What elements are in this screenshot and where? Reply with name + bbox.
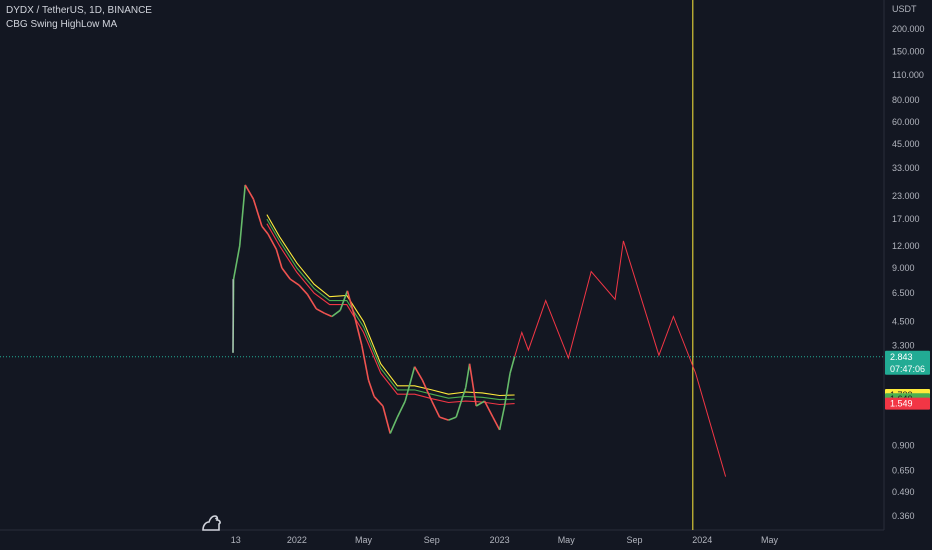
price-tick-label: 60.000: [892, 117, 920, 127]
last-price-tag-text: 2.843: [890, 352, 913, 362]
price-segment: [413, 366, 424, 381]
price-tick-label: 0.650: [892, 465, 915, 475]
price-segment: [503, 372, 511, 407]
price-segment: [464, 363, 471, 388]
price-segment: [267, 233, 278, 250]
price-segment: [498, 405, 506, 431]
time-scale[interactable]: 13 2022 May Sep 2023 May Sep 2024 May: [0, 529, 884, 545]
price-tick-label: 33.000: [892, 163, 920, 173]
price-tick-label: 0.360: [892, 511, 915, 521]
price-scale[interactable]: USDT 200.000 150.000 110.000 80.000 60.000 45…: [883, 0, 932, 550]
price-segment: [439, 416, 449, 421]
price-segment: [389, 416, 399, 434]
price-segment: [353, 316, 363, 346]
price-segment: [396, 400, 406, 418]
time-tick-label: 13: [231, 535, 241, 545]
price-segment: [367, 379, 375, 397]
ma-low-tag: [885, 397, 930, 410]
price-tick-label: 80.000: [892, 95, 920, 105]
price-segment: [275, 248, 283, 269]
price-segment: [483, 400, 494, 418]
time-tick-label: May: [355, 535, 373, 545]
ma-low-tag-text: 1.549: [890, 399, 913, 409]
price-tick-label: 12.000: [892, 241, 920, 251]
price-segment: [232, 245, 241, 280]
price-tick-label: 200.000: [892, 24, 925, 34]
time-tick-label: Sep: [626, 535, 642, 545]
ma-low-line[interactable]: [266, 223, 515, 406]
price-segment: [455, 387, 467, 418]
price-segment: [281, 267, 291, 280]
price-segment: [331, 309, 341, 318]
last-price-tag: [885, 350, 930, 375]
price-segment: [238, 184, 246, 246]
price-scale-unit: USDT: [892, 4, 917, 14]
price-segment: [261, 225, 269, 235]
price-segment: [421, 379, 433, 402]
countdown-text: 07:47:06: [890, 364, 925, 374]
price-tick-label: 150.000: [892, 46, 925, 56]
price-tick-label: 0.900: [892, 440, 915, 450]
price-tick-label: 6.500: [892, 288, 915, 298]
price-scale-background: [884, 0, 932, 550]
price-segment: [382, 405, 391, 434]
price-segment: [373, 395, 384, 407]
price-tick-label: 110.000: [892, 70, 924, 80]
price-segment: [448, 416, 457, 421]
price-segment: [509, 356, 516, 374]
time-tick-label: 2024: [692, 535, 712, 545]
price-segment: [404, 366, 416, 402]
price-segment: [475, 400, 486, 407]
time-tick-label: Sep: [424, 535, 440, 545]
price-segment: [298, 284, 308, 295]
price-segment: [306, 293, 317, 310]
price-segment: [492, 416, 501, 431]
time-tick-label: 2023: [490, 535, 510, 545]
projection-path[interactable]: [514, 240, 727, 477]
price-tick-label: 23.000: [892, 191, 920, 201]
tradingview-logo-icon[interactable]: [200, 510, 224, 532]
price-segment: [315, 308, 325, 315]
price-segment: [346, 290, 356, 317]
price-segment: [244, 184, 255, 200]
price-tick-label: 17.000: [892, 214, 920, 224]
price-tick-label: 3.300: [892, 340, 915, 350]
price-segment: [431, 400, 441, 418]
time-tick-label: May: [761, 535, 779, 545]
price-segment: [289, 278, 300, 286]
price-tick-label: 45.000: [892, 139, 920, 149]
price-tick-label: 4.500: [892, 316, 915, 326]
time-tick-label: May: [558, 535, 576, 545]
price-segment: [324, 312, 333, 318]
price-tick-label: 0.490: [892, 487, 915, 497]
price-segment: [339, 290, 349, 311]
time-tick-label: 2022: [287, 535, 307, 545]
price-segment: [468, 363, 477, 407]
price-tick-label: 9.000: [892, 263, 915, 273]
price-segment: [252, 198, 263, 227]
price-segment: [361, 345, 370, 381]
